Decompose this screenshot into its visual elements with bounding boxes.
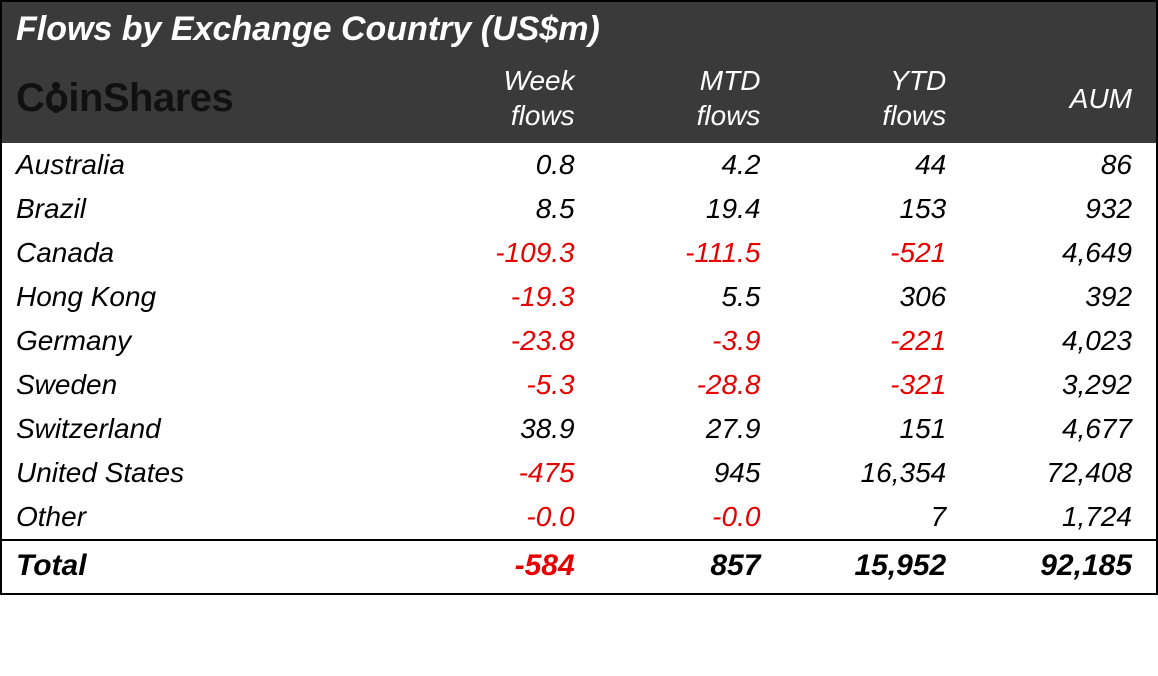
row-mtd: 5.5 xyxy=(585,281,771,313)
row-week: -23.8 xyxy=(399,325,585,357)
col-header-aum-line2: AUM xyxy=(956,81,1132,116)
total-row: Total -584 857 15,952 92,185 xyxy=(2,539,1156,593)
table-row: United States-47594516,35472,408 xyxy=(2,451,1156,495)
row-week: -475 xyxy=(399,457,585,489)
col-header-week-line2: flows xyxy=(399,98,575,133)
col-header-ytd-line2: flows xyxy=(770,98,946,133)
row-ytd: 7 xyxy=(770,501,956,533)
row-aum: 932 xyxy=(956,193,1142,225)
total-ytd: 15,952 xyxy=(770,549,956,583)
row-aum: 1,724 xyxy=(956,501,1142,533)
table-row: Canada-109.3-111.5-5214,649 xyxy=(2,231,1156,275)
row-label: Canada xyxy=(16,237,399,269)
row-week: 0.8 xyxy=(399,149,585,181)
row-mtd: 945 xyxy=(585,457,771,489)
row-ytd: -321 xyxy=(770,369,956,401)
brand-logo: CoinShares xyxy=(16,76,399,121)
col-header-mtd-line1: MTD xyxy=(585,63,761,98)
col-header-ytd-line1: YTD xyxy=(770,63,946,98)
total-aum: 92,185 xyxy=(956,549,1142,583)
total-label: Total xyxy=(16,549,399,583)
row-week: -0.0 xyxy=(399,501,585,533)
row-label: Brazil xyxy=(16,193,399,225)
col-header-week-line1: Week xyxy=(399,63,575,98)
row-ytd: 153 xyxy=(770,193,956,225)
row-aum: 3,292 xyxy=(956,369,1142,401)
row-aum: 86 xyxy=(956,149,1142,181)
table-row: Other-0.0-0.071,724 xyxy=(2,495,1156,539)
row-aum: 4,023 xyxy=(956,325,1142,357)
row-mtd: -3.9 xyxy=(585,325,771,357)
row-mtd: -111.5 xyxy=(585,237,771,269)
row-label: United States xyxy=(16,457,399,489)
table-row: Germany-23.8-3.9-2214,023 xyxy=(2,319,1156,363)
row-week: 8.5 xyxy=(399,193,585,225)
row-week: -109.3 xyxy=(399,237,585,269)
col-header-week: Week flows xyxy=(399,63,585,133)
row-week: -5.3 xyxy=(399,369,585,401)
table-row: Australia0.84.24486 xyxy=(2,143,1156,187)
col-header-aum: AUM xyxy=(956,81,1142,116)
total-mtd: 857 xyxy=(585,549,771,583)
row-ytd: 151 xyxy=(770,413,956,445)
row-ytd: 44 xyxy=(770,149,956,181)
row-ytd: -221 xyxy=(770,325,956,357)
row-mtd: 19.4 xyxy=(585,193,771,225)
row-ytd: 306 xyxy=(770,281,956,313)
table-title: Flows by Exchange Country (US$m) xyxy=(2,2,1156,57)
table-row: Hong Kong-19.35.5306392 xyxy=(2,275,1156,319)
col-header-mtd-line2: flows xyxy=(585,98,761,133)
row-aum: 4,649 xyxy=(956,237,1142,269)
row-mtd: 27.9 xyxy=(585,413,771,445)
row-label: Germany xyxy=(16,325,399,357)
row-label: Australia xyxy=(16,149,399,181)
row-aum: 72,408 xyxy=(956,457,1142,489)
table-header: CoinShares Week flows MTD flows YTD flow… xyxy=(2,57,1156,143)
flows-table: Flows by Exchange Country (US$m) CoinSha… xyxy=(0,0,1158,595)
total-week: -584 xyxy=(399,549,585,583)
table-body: Australia0.84.24486Brazil8.519.4153932Ca… xyxy=(2,143,1156,539)
row-aum: 392 xyxy=(956,281,1142,313)
table-row: Switzerland38.927.91514,677 xyxy=(2,407,1156,451)
row-label: Other xyxy=(16,501,399,533)
brand-text: CoinShares xyxy=(16,76,233,120)
row-label: Switzerland xyxy=(16,413,399,445)
row-mtd: -28.8 xyxy=(585,369,771,401)
row-mtd: 4.2 xyxy=(585,149,771,181)
table-row: Sweden-5.3-28.8-3213,292 xyxy=(2,363,1156,407)
table-row: Brazil8.519.4153932 xyxy=(2,187,1156,231)
row-week: -19.3 xyxy=(399,281,585,313)
row-ytd: -521 xyxy=(770,237,956,269)
row-week: 38.9 xyxy=(399,413,585,445)
row-aum: 4,677 xyxy=(956,413,1142,445)
row-label: Sweden xyxy=(16,369,399,401)
col-header-mtd: MTD flows xyxy=(585,63,771,133)
col-header-ytd: YTD flows xyxy=(770,63,956,133)
row-ytd: 16,354 xyxy=(770,457,956,489)
row-label: Hong Kong xyxy=(16,281,399,313)
row-mtd: -0.0 xyxy=(585,501,771,533)
